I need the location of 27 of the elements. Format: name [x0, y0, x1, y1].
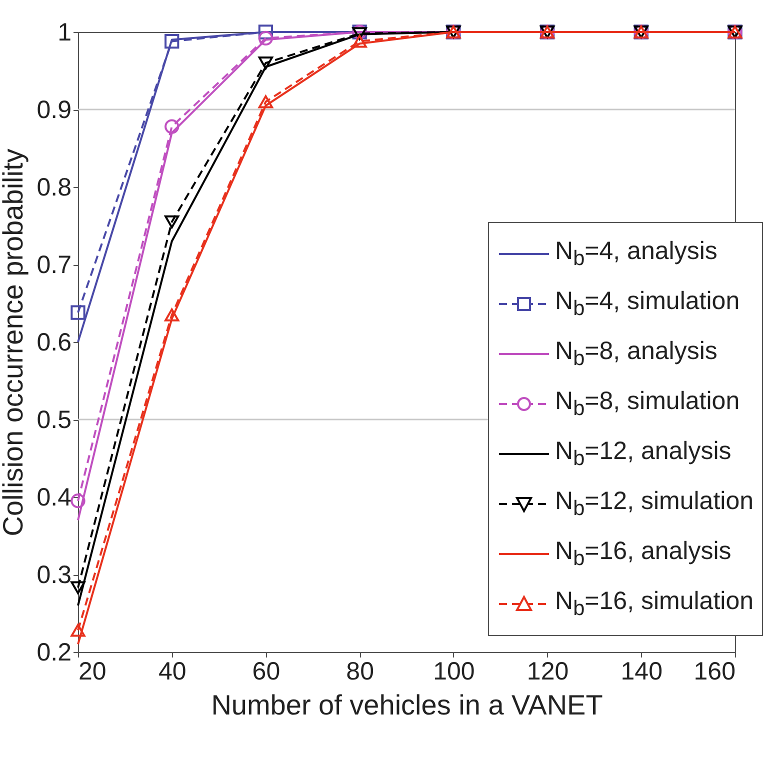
x-tick-label: 80 [346, 658, 374, 686]
x-tick-label: 100 [433, 658, 475, 686]
y-tick-label: 0.6 [36, 328, 72, 356]
y-tick-label: 0.4 [36, 484, 72, 512]
x-tick-label: 140 [620, 658, 662, 686]
x-tick-label: 40 [158, 658, 186, 686]
legend-label: N$_{b}$=4, analysis [555, 237, 718, 271]
y-tick-label: 0.5 [36, 406, 72, 434]
legend-label: N$_{b}$=8, simulation [555, 387, 740, 421]
y-tick-label: 1 [58, 18, 72, 46]
y-tick-label: 0.7 [36, 251, 72, 279]
x-tick-label: 20 [78, 658, 106, 686]
y-tick-label: 0.8 [36, 174, 72, 202]
legend-label: N$_{b}$=12, simulation [555, 487, 754, 521]
x-tick-label: 160 [694, 658, 736, 686]
legend-label: N$_{b}$=16, simulation [555, 587, 754, 621]
y-axis-title: Collision occurrence probability [0, 148, 29, 536]
y-tick-label: 0.2 [36, 638, 72, 666]
legend-label: N$_{b}$=4, simulation [555, 287, 740, 321]
legend-label: N$_{b}$=12, analysis [555, 437, 732, 471]
y-tick-label: 0.3 [36, 561, 72, 589]
legend-label: N$_{b}$=16, analysis [555, 537, 732, 571]
y-tick-label: 0.9 [36, 96, 72, 124]
x-tick-label: 120 [526, 658, 569, 686]
legend-label: N$_{b}$=8, analysis [555, 337, 718, 371]
x-axis-title: Number of vehicles in a VANET [211, 690, 603, 720]
x-tick-label: 60 [252, 658, 280, 686]
